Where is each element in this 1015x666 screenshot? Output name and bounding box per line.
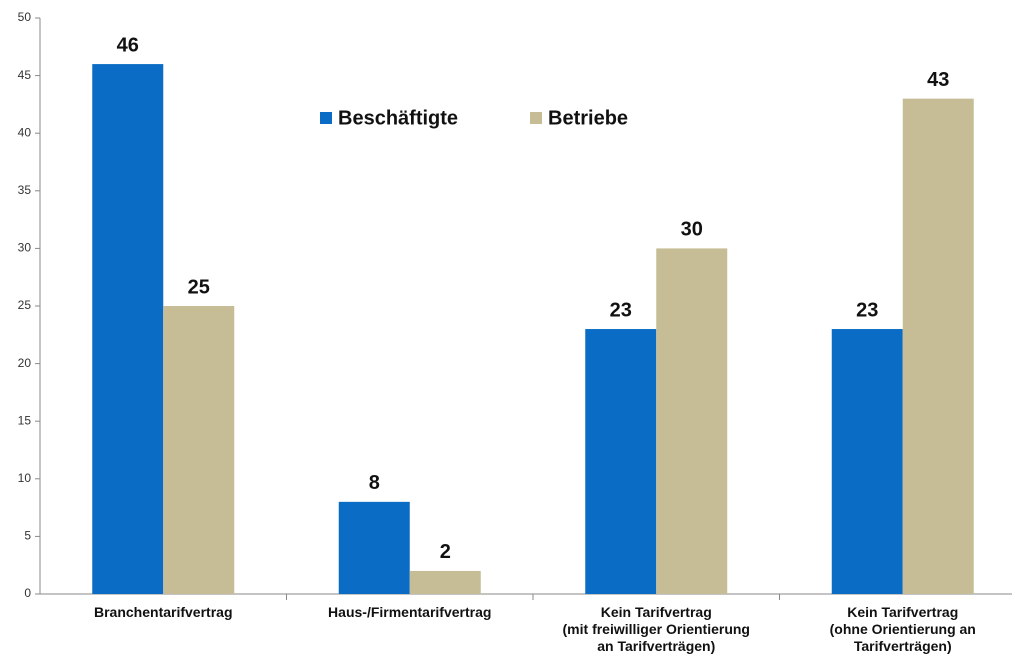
value-label: 8 (369, 472, 380, 494)
x-tick-label: Branchentarifvertrag (94, 604, 233, 620)
y-tick-label: 5 (24, 529, 31, 543)
y-tick-label: 10 (18, 471, 32, 485)
legend-swatch (320, 112, 332, 124)
value-label: 23 (856, 299, 878, 321)
bar (656, 248, 728, 594)
y-tick-label: 45 (18, 68, 32, 82)
y-tick-label: 30 (18, 241, 32, 255)
x-tick-label: Kein Tarifvertrag (mit freiwilliger Orie… (562, 604, 750, 654)
x-tick-label: Kein Tarifvertrag (ohne Orientierung an … (829, 604, 976, 654)
bar (338, 501, 410, 594)
value-label: 25 (188, 276, 210, 298)
legend-label: Betriebe (548, 107, 628, 129)
bar (831, 329, 903, 594)
legend-swatch (530, 112, 542, 124)
bar (163, 306, 235, 594)
value-label: 2 (440, 541, 451, 563)
y-tick-label: 15 (18, 413, 32, 427)
bar (585, 329, 657, 594)
x-tick-label: Haus-/Firmentarifvertrag (328, 604, 492, 620)
value-label: 23 (610, 299, 632, 321)
bar (409, 570, 481, 594)
bar (92, 64, 164, 594)
bar (902, 98, 974, 594)
y-tick-label: 25 (18, 298, 32, 312)
value-label: 43 (927, 69, 949, 91)
value-label: 30 (681, 219, 703, 241)
value-label: 46 (117, 34, 139, 56)
y-tick-label: 50 (18, 10, 32, 24)
y-tick-label: 35 (18, 183, 32, 197)
y-tick-label: 0 (24, 586, 31, 600)
y-tick-label: 40 (18, 125, 32, 139)
legend-label: Beschäftigte (338, 107, 458, 129)
y-tick-label: 20 (18, 356, 32, 370)
